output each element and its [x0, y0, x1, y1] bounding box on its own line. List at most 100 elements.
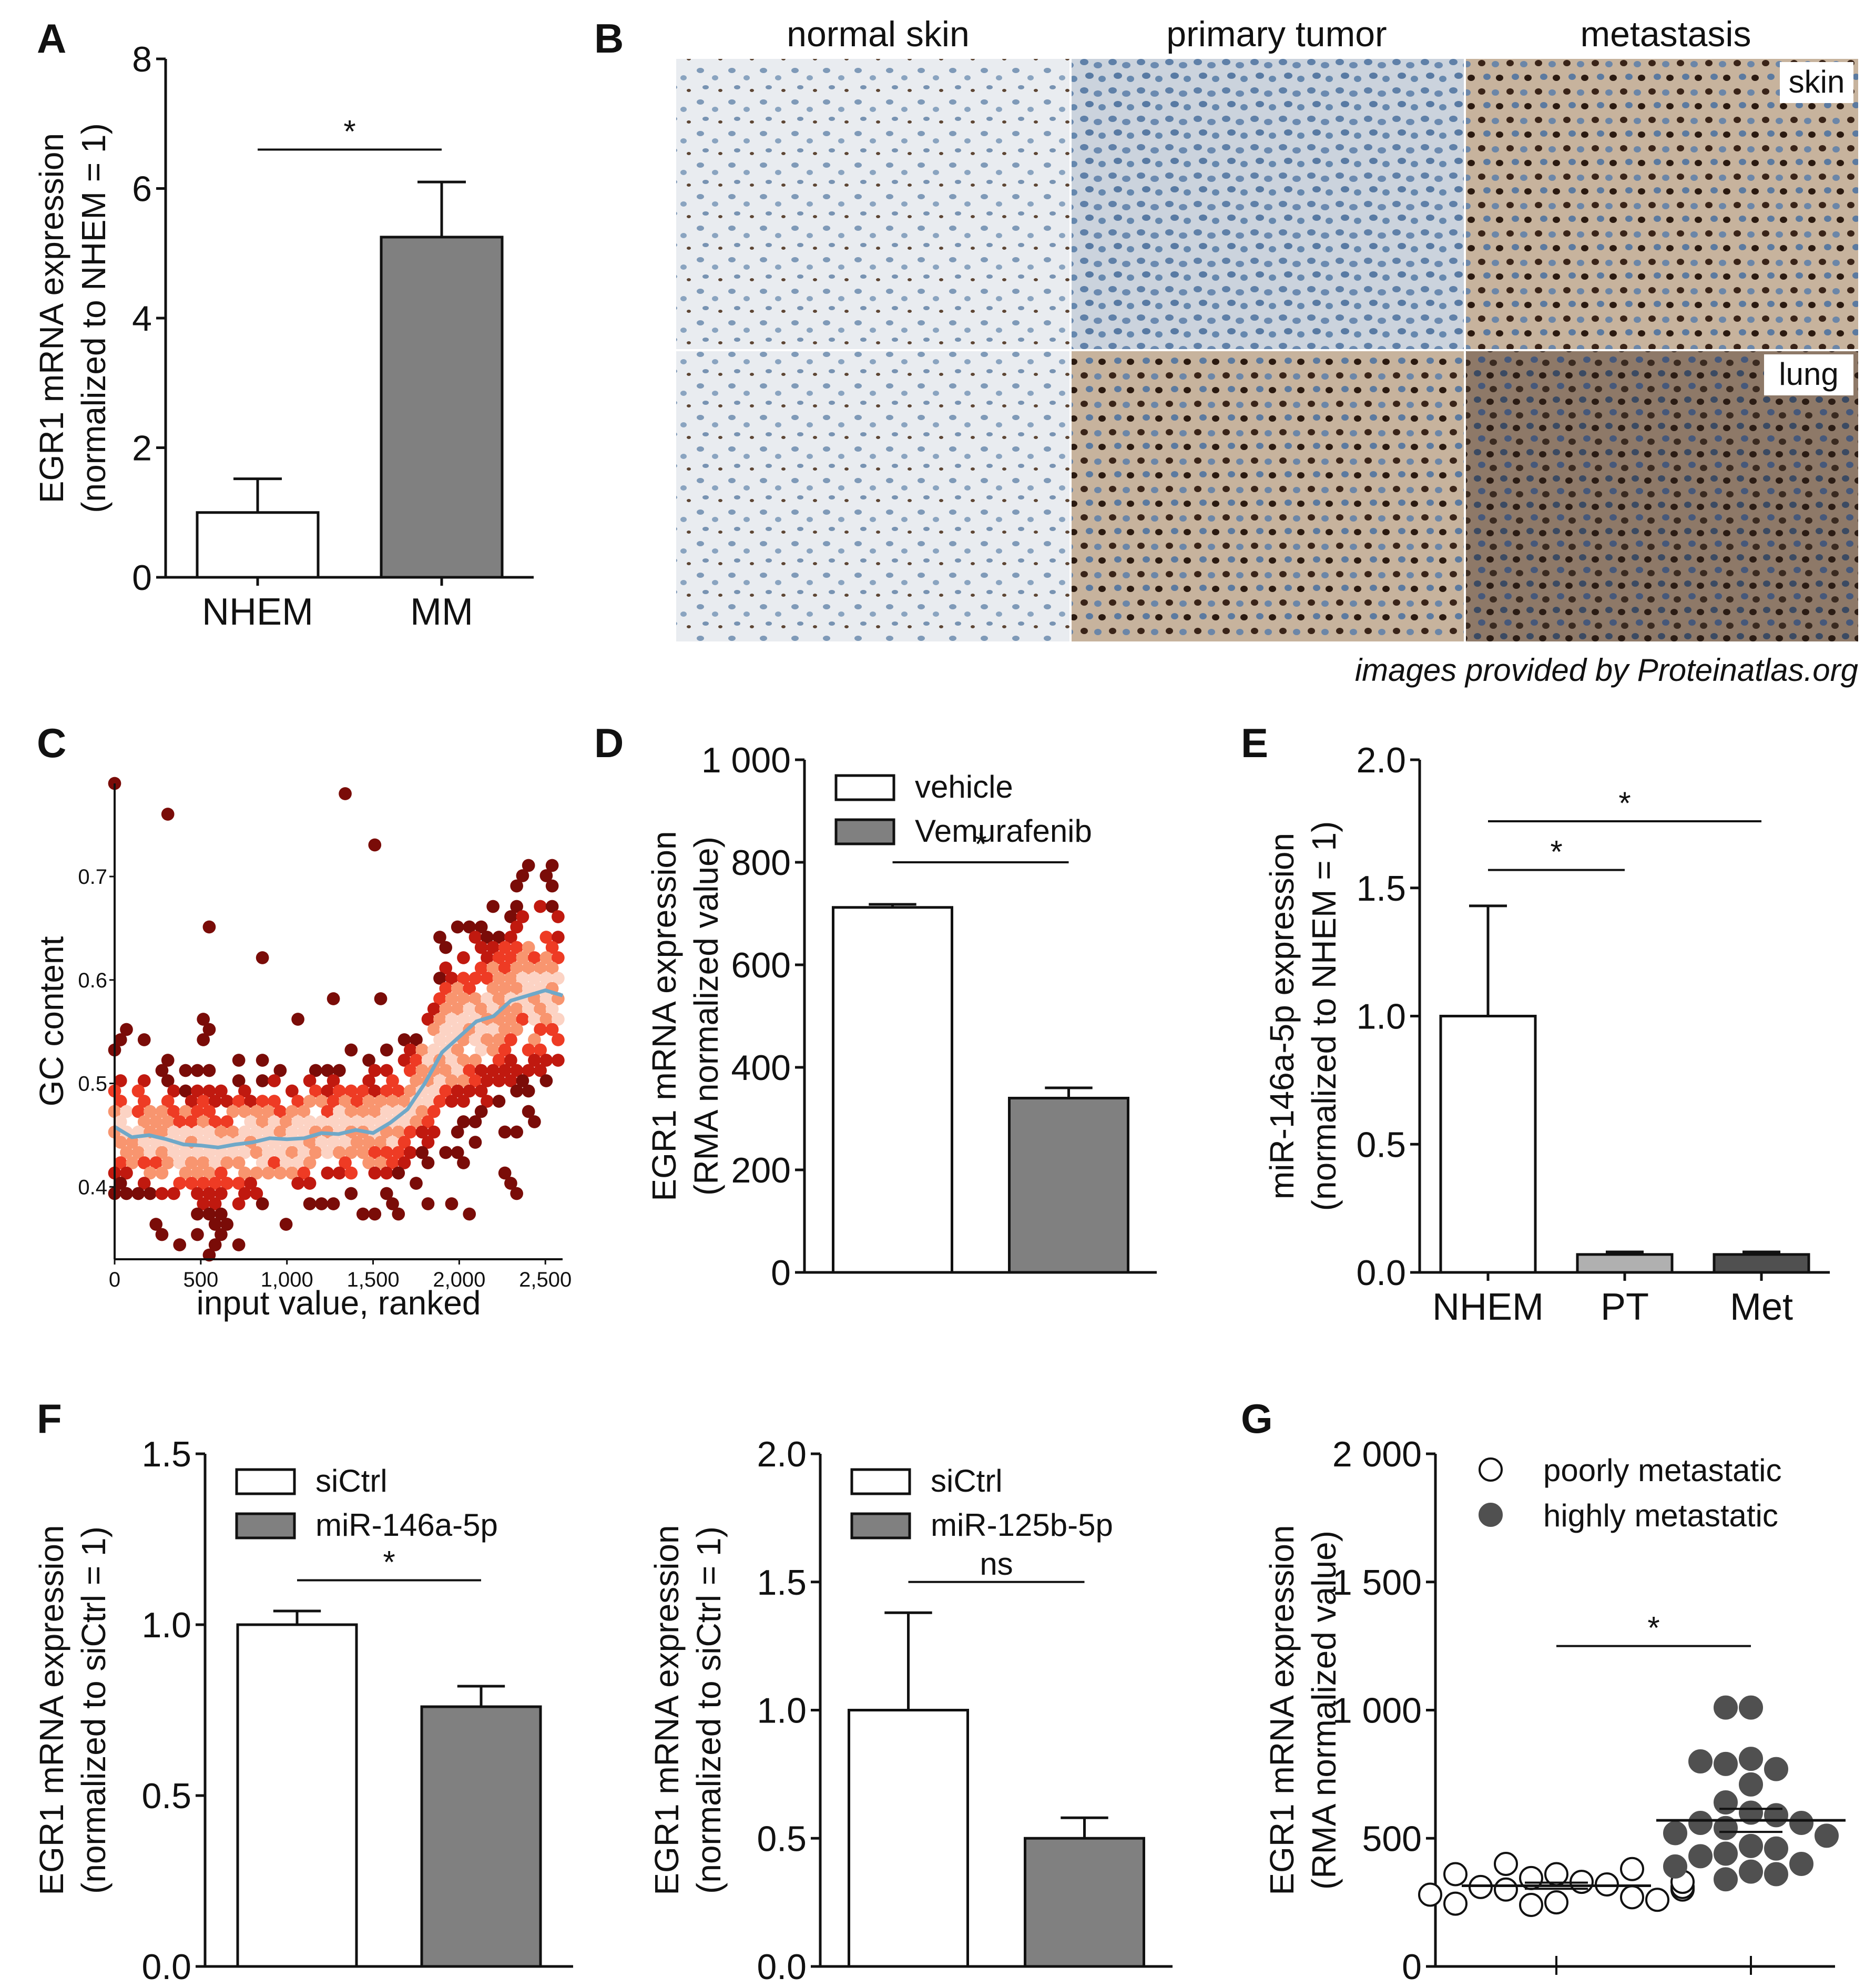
hexbin-cell: [173, 1238, 187, 1251]
tag-skin-bg: [1780, 62, 1853, 103]
hexbin-cell: [516, 951, 529, 964]
hexbin-cell: [522, 941, 535, 954]
hexbin-cell: [368, 1166, 382, 1180]
micrograph-primary-tumor-2: [1072, 351, 1464, 641]
hexbin-cell: [392, 1166, 405, 1180]
hexbin-cell: [433, 972, 446, 985]
highly-metastatic-point: [1714, 1816, 1738, 1840]
y-tick-label: 1 000: [701, 740, 791, 780]
legend-swatch: [834, 774, 895, 801]
y-tick-label: 2: [132, 429, 152, 468]
hexbin-cell: [167, 1187, 180, 1200]
hexbin-cell: [149, 1218, 163, 1231]
hexbin-cell: [238, 1146, 251, 1159]
hexbin-cell: [215, 1166, 228, 1180]
hexbin-cell: [516, 1074, 529, 1087]
tag-lung: lung: [1779, 356, 1838, 392]
hexbin-cell: [114, 1033, 127, 1046]
bar: [848, 1709, 969, 1968]
hexbin-cell: [339, 1136, 352, 1149]
hexbin-cell: [398, 1136, 411, 1149]
hexbin-cell: [421, 1197, 435, 1210]
hexbin-cell: [468, 931, 482, 944]
hexbin-cell: [238, 1105, 251, 1118]
bar: [832, 906, 953, 1274]
y-tick-label: 0.0: [141, 1947, 191, 1987]
legend-label: Vemurafenib: [915, 813, 1092, 849]
hexbin-cell: [545, 859, 559, 872]
hexbin-cell: [552, 1013, 565, 1026]
hexbin-cell: [208, 1177, 222, 1190]
legend-marker: [1479, 1457, 1503, 1482]
hexbin-cell: [463, 1084, 476, 1098]
hexbin-cell: [202, 1187, 216, 1200]
hexbin-cell: [191, 1125, 204, 1139]
hexbin-cell: [445, 1054, 458, 1067]
hexbin-cell: [279, 1156, 293, 1169]
y-tick-label: 200: [731, 1150, 791, 1190]
y-tick-label: 800: [731, 843, 791, 883]
hexbin-cell: [279, 1115, 293, 1128]
hexbin-cell: [215, 1228, 228, 1241]
hexbin-cell: [421, 1115, 435, 1128]
y-tick-label: 0.5: [1356, 1125, 1406, 1165]
hexbin-cell: [362, 1054, 375, 1067]
hexbin-cell: [522, 1084, 535, 1098]
hexbin-cell: [161, 1156, 175, 1169]
hexbin-cell: [286, 1146, 299, 1159]
hexbin-cell: [451, 1023, 464, 1036]
hexbin-cell: [202, 1023, 216, 1036]
hexbin-cell: [155, 1187, 169, 1200]
highly-metastatic-point: [1815, 1823, 1839, 1848]
hexbin-cell: [356, 1084, 370, 1098]
hexbin-cell: [350, 1136, 364, 1149]
hexbin-cell: [149, 1115, 163, 1128]
hexbin-cell: [403, 1043, 417, 1057]
highly-metastatic-point: [1739, 1747, 1763, 1771]
hexbin-cell: [374, 1156, 388, 1169]
hexbin-cells: [108, 777, 565, 1262]
hexbin-cell: [167, 1146, 180, 1159]
hexbin-cell: [474, 941, 488, 954]
hexbin-cell: [445, 992, 458, 1005]
hexbin-cell: [516, 910, 529, 923]
hexbin-cell: [273, 1064, 287, 1077]
hexbin-cell: [268, 1095, 281, 1108]
hexbin-cell: [498, 1023, 512, 1036]
hexbin-cell: [427, 1125, 441, 1139]
y-tick-label: 1.5: [141, 1434, 191, 1474]
hexbin-cell: [179, 1166, 192, 1180]
hexbin-cell: [297, 1105, 311, 1118]
poorly-metastatic-point: [1544, 1890, 1568, 1915]
micrograph-metastasis-skin: [1466, 59, 1858, 349]
hexbin-cell: [433, 931, 446, 944]
hexbin-cell: [451, 1002, 464, 1016]
hexbin-cell: [268, 1074, 281, 1087]
x-category-label: NHEM: [1432, 1286, 1544, 1328]
hexbin-cell: [137, 1074, 151, 1087]
hexbin-cell: [191, 1084, 204, 1098]
legend-label: highly metastatic: [1543, 1498, 1778, 1533]
hexbin-cell: [327, 1095, 340, 1108]
hexbin-cell: [315, 1197, 328, 1210]
hexbin-cell: [303, 1074, 317, 1087]
hexbin-cell: [463, 1002, 476, 1016]
bar: [1576, 1253, 1674, 1274]
hexbin-cell: [161, 1054, 175, 1067]
hexbin-cell: [137, 1115, 151, 1128]
significance-label: *: [1550, 834, 1562, 870]
legend-label: siCtrl: [315, 1463, 388, 1498]
hexbin-cell: [522, 1105, 535, 1118]
highly-metastatic-point: [1739, 1772, 1763, 1797]
y-tick-label: 6: [132, 169, 152, 209]
hexbin-cell: [474, 1043, 488, 1057]
x-tick-label: 1,000: [261, 1268, 313, 1291]
hexbin-cell: [415, 1125, 429, 1139]
hexbin-cell: [439, 1084, 453, 1098]
hexbin-cell: [250, 1105, 263, 1118]
hexbin-cell: [202, 1084, 216, 1098]
hexbin-cell: [398, 1033, 411, 1046]
panel-label: D: [594, 720, 624, 766]
highly-metastatic-point: [1764, 1757, 1788, 1781]
hexbin-cell: [451, 1064, 464, 1077]
